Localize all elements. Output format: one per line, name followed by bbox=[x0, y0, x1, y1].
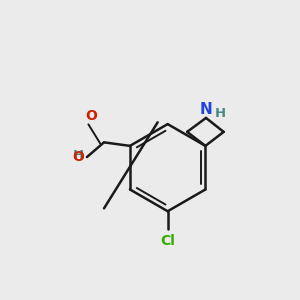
Text: O: O bbox=[85, 109, 97, 123]
Text: H: H bbox=[73, 149, 84, 162]
Text: H: H bbox=[215, 107, 226, 120]
Text: N: N bbox=[200, 102, 212, 117]
Text: Cl: Cl bbox=[160, 234, 175, 248]
Text: O: O bbox=[72, 150, 84, 164]
